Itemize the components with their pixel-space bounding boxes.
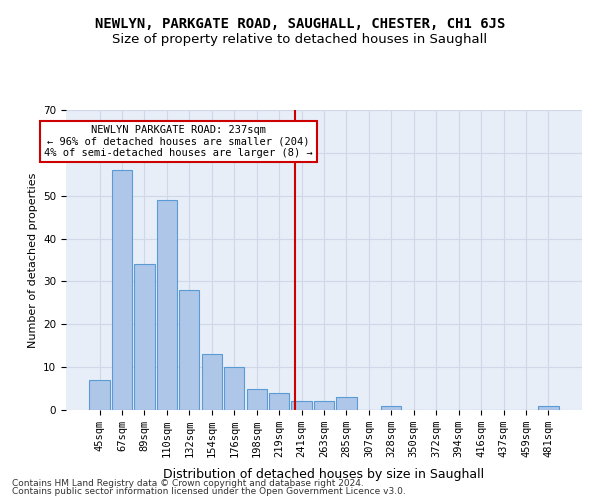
Bar <box>179 290 199 410</box>
Text: Contains HM Land Registry data © Crown copyright and database right 2024.: Contains HM Land Registry data © Crown c… <box>12 478 364 488</box>
Bar <box>337 397 356 410</box>
Text: NEWLYN PARKGATE ROAD: 237sqm
← 96% of detached houses are smaller (204)
4% of se: NEWLYN PARKGATE ROAD: 237sqm ← 96% of de… <box>44 125 313 158</box>
Text: Size of property relative to detached houses in Saughall: Size of property relative to detached ho… <box>112 32 488 46</box>
Text: Contains public sector information licensed under the Open Government Licence v3: Contains public sector information licen… <box>12 487 406 496</box>
Bar <box>247 388 267 410</box>
Bar <box>381 406 401 410</box>
Bar <box>314 402 334 410</box>
X-axis label: Distribution of detached houses by size in Saughall: Distribution of detached houses by size … <box>163 468 485 481</box>
Bar <box>538 406 559 410</box>
Bar <box>292 402 311 410</box>
Text: NEWLYN, PARKGATE ROAD, SAUGHALL, CHESTER, CH1 6JS: NEWLYN, PARKGATE ROAD, SAUGHALL, CHESTER… <box>95 18 505 32</box>
Bar <box>202 354 222 410</box>
Y-axis label: Number of detached properties: Number of detached properties <box>28 172 38 348</box>
Bar <box>112 170 132 410</box>
Bar <box>269 393 289 410</box>
Bar <box>134 264 155 410</box>
Bar <box>157 200 177 410</box>
Bar <box>224 367 244 410</box>
Bar <box>89 380 110 410</box>
